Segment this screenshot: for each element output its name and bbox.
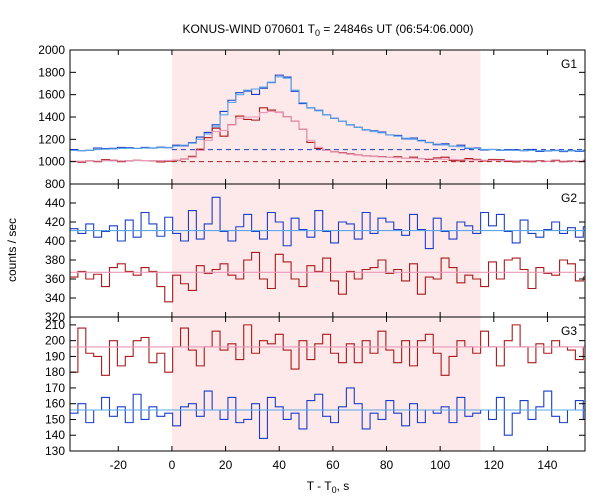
y-tick-label-g3-170: 170 [45, 381, 65, 395]
y-tick-label-g2-340: 340 [45, 291, 65, 305]
chart-title: KONUS-WIND 070601 T0 = 24846s UT (06:54:… [182, 22, 473, 38]
y-tick-label-g1-800: 800 [45, 177, 65, 191]
x-axis-label-suffix: , s [337, 479, 350, 493]
x-tick-label-0: 0 [169, 458, 176, 472]
x-axis-label-sub: 0 [332, 485, 337, 495]
series-g3-0 [70, 387, 586, 439]
x-tick-label-60: 60 [326, 458, 340, 472]
highlight-interval [171, 50, 481, 451]
y-tick-label-g1-1600: 1600 [38, 88, 65, 102]
x-tick-label-100: 100 [430, 458, 450, 472]
chart-title-sub: 0 [315, 28, 320, 38]
y-tick-label-g1-1800: 1800 [38, 65, 65, 79]
chart-title-prefix: KONUS-WIND 070601 T [182, 22, 315, 36]
x-tick-label-80: 80 [380, 458, 394, 472]
y-tick-label-g3-130: 130 [45, 444, 65, 458]
y-axis-label: counts / sec [5, 218, 19, 282]
y-tick-label-g2-360: 360 [45, 272, 65, 286]
y-tick-label-g3-140: 140 [45, 428, 65, 442]
y-tick-label-g2-320: 320 [45, 310, 65, 324]
panel-label-g2: G2 [561, 191, 577, 205]
y-tick-label-g3-160: 160 [45, 397, 65, 411]
chart-title-suffix: = 24846s UT (06:54:06.000) [320, 22, 474, 36]
x-axis-label-prefix: T - T [307, 479, 333, 493]
y-tick-label-g3-200: 200 [45, 334, 65, 348]
series-g3-1 [70, 324, 586, 376]
y-tick-label-g1-2000: 2000 [38, 43, 65, 57]
panel-label-g1: G1 [561, 57, 577, 71]
panel-g1: 800 1000 1200 1400 1600 1800 2000 G1 [38, 43, 586, 191]
panel-label-g3: G3 [561, 324, 577, 338]
x-axis-label: T - T0, s [307, 479, 350, 495]
y-tick-label-g3-180: 180 [45, 365, 65, 379]
y-tick-label-g1-1000: 1000 [38, 155, 65, 169]
x-tick-label-120: 120 [484, 458, 504, 472]
y-tick-label-g1-1400: 1400 [38, 110, 65, 124]
y-tick-label-g1-1200: 1200 [38, 132, 65, 146]
series-g1-3 [70, 110, 585, 162]
y-tick-label-g2-400: 400 [45, 234, 65, 248]
y-tick-label-g3-150: 150 [45, 412, 65, 426]
y-tick-label-g2-440: 440 [45, 196, 65, 210]
y-tick-label-g3-190: 190 [45, 349, 65, 363]
x-tick-label-20: 20 [219, 458, 233, 472]
y-tick-label-g2-420: 420 [45, 215, 65, 229]
panels-group: 800100012001400160018002000G132034036038… [38, 43, 586, 472]
series-g2-0 [70, 196, 586, 250]
x-tick-label--20: -20 [110, 458, 128, 472]
x-tick-label-140: 140 [537, 458, 557, 472]
panel-frame-g3 [69, 316, 586, 452]
panel-g2: 320 340 360 380 400 420 440 G2 [45, 183, 586, 324]
series-g1-1 [70, 76, 585, 152]
x-tick-label-40: 40 [273, 458, 287, 472]
series-g2-1 [70, 251, 586, 303]
y-tick-label-g3-210: 210 [45, 318, 65, 332]
y-tick-label-g2-380: 380 [45, 253, 65, 267]
